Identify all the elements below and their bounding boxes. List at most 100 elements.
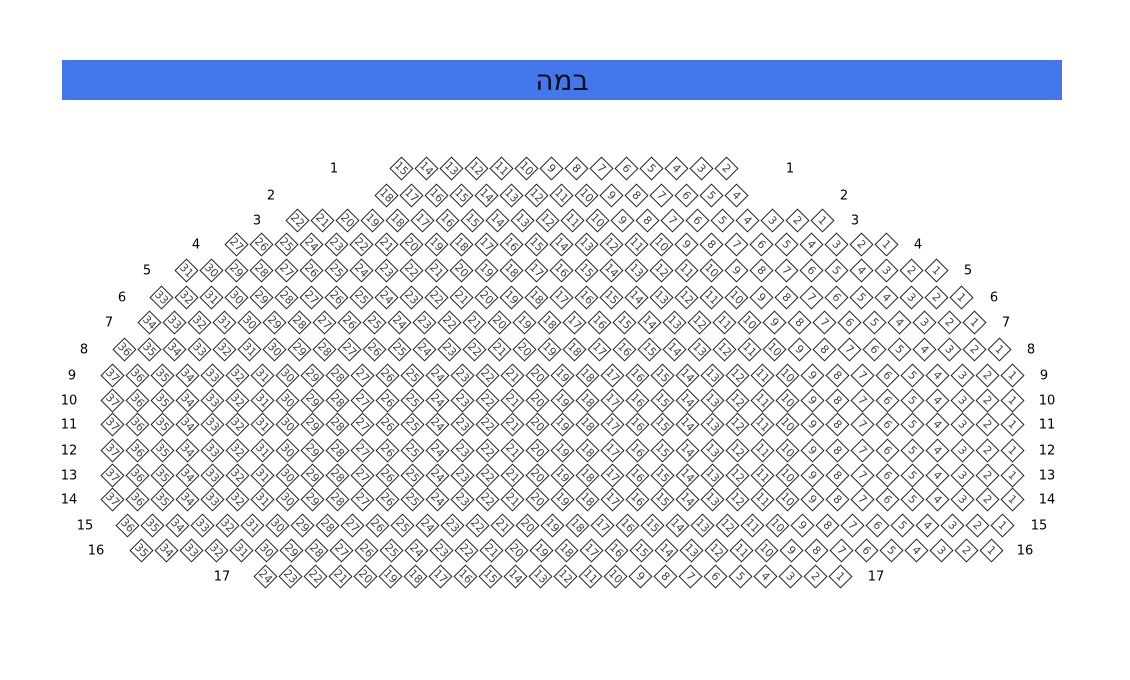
seat-row2-9[interactable]: 9 — [599, 183, 624, 208]
seat-row6-12[interactable]: 12 — [674, 285, 699, 310]
seat-row5-17[interactable]: 17 — [524, 258, 549, 283]
seat-row12-5[interactable]: 5 — [900, 438, 925, 463]
seat-row15-29[interactable]: 29 — [290, 513, 315, 538]
seat-row3-17[interactable]: 17 — [410, 208, 435, 233]
seat-row7-13[interactable]: 13 — [662, 310, 687, 335]
seat-row7-31[interactable]: 31 — [212, 310, 237, 335]
seat-row8-17[interactable]: 17 — [587, 337, 612, 362]
seat-row11-2[interactable]: 2 — [975, 412, 1000, 437]
seat-row11-1[interactable]: 1 — [1000, 412, 1025, 437]
seat-row14-30[interactable]: 30 — [275, 487, 300, 512]
seat-row3-3[interactable]: 3 — [760, 208, 785, 233]
seat-row11-13[interactable]: 13 — [700, 412, 725, 437]
seat-row10-32[interactable]: 32 — [225, 388, 250, 413]
seat-row8-15[interactable]: 15 — [637, 337, 662, 362]
seat-row6-22[interactable]: 22 — [424, 285, 449, 310]
seat-row10-24[interactable]: 24 — [425, 388, 450, 413]
seat-row13-15[interactable]: 15 — [650, 463, 675, 488]
seat-row8-11[interactable]: 11 — [737, 337, 762, 362]
seat-row11-32[interactable]: 32 — [225, 412, 250, 437]
seat-row13-1[interactable]: 1 — [1000, 463, 1025, 488]
seat-row8-26[interactable]: 26 — [362, 337, 387, 362]
seat-row9-32[interactable]: 32 — [225, 363, 250, 388]
seat-row8-6[interactable]: 6 — [862, 337, 887, 362]
seat-row12-36[interactable]: 36 — [125, 438, 150, 463]
seat-row13-26[interactable]: 26 — [375, 463, 400, 488]
seat-row12-12[interactable]: 12 — [725, 438, 750, 463]
seat-row7-28[interactable]: 28 — [287, 310, 312, 335]
seat-row1-13[interactable]: 13 — [439, 156, 464, 181]
seat-row8-23[interactable]: 23 — [437, 337, 462, 362]
seat-row6-24[interactable]: 24 — [374, 285, 399, 310]
seat-row10-8[interactable]: 8 — [825, 388, 850, 413]
seat-row11-37[interactable]: 37 — [100, 412, 125, 437]
seat-row10-10[interactable]: 10 — [775, 388, 800, 413]
seat-row9-3[interactable]: 3 — [950, 363, 975, 388]
seat-row17-7[interactable]: 7 — [678, 564, 703, 589]
seat-row5-22[interactable]: 22 — [399, 258, 424, 283]
seat-row12-31[interactable]: 31 — [250, 438, 275, 463]
seat-row12-35[interactable]: 35 — [150, 438, 175, 463]
seat-row4-16[interactable]: 16 — [499, 232, 524, 257]
seat-row15-5[interactable]: 5 — [890, 513, 915, 538]
seat-row5-5[interactable]: 5 — [824, 258, 849, 283]
seat-row9-2[interactable]: 2 — [975, 363, 1000, 388]
seat-row5-27[interactable]: 27 — [274, 258, 299, 283]
seat-row1-2[interactable]: 2 — [714, 156, 739, 181]
seat-row9-26[interactable]: 26 — [375, 363, 400, 388]
seat-row4-2[interactable]: 2 — [849, 232, 874, 257]
seat-row7-12[interactable]: 12 — [687, 310, 712, 335]
seat-row3-20[interactable]: 20 — [335, 208, 360, 233]
seat-row16-28[interactable]: 28 — [304, 538, 329, 563]
seat-row11-6[interactable]: 6 — [875, 412, 900, 437]
seat-row7-7[interactable]: 7 — [812, 310, 837, 335]
seat-row7-21[interactable]: 21 — [462, 310, 487, 335]
seat-row1-8[interactable]: 8 — [564, 156, 589, 181]
seat-row6-16[interactable]: 16 — [574, 285, 599, 310]
seat-row14-33[interactable]: 33 — [200, 487, 225, 512]
seat-row13-34[interactable]: 34 — [175, 463, 200, 488]
seat-row13-13[interactable]: 13 — [700, 463, 725, 488]
seat-row6-11[interactable]: 11 — [699, 285, 724, 310]
seat-row13-10[interactable]: 10 — [775, 463, 800, 488]
seat-row4-23[interactable]: 23 — [324, 232, 349, 257]
seat-row15-31[interactable]: 31 — [240, 513, 265, 538]
seat-row6-2[interactable]: 2 — [924, 285, 949, 310]
seat-row9-1[interactable]: 1 — [1000, 363, 1025, 388]
seat-row11-23[interactable]: 23 — [450, 412, 475, 437]
seat-row12-9[interactable]: 9 — [800, 438, 825, 463]
seat-row11-19[interactable]: 19 — [550, 412, 575, 437]
seat-row9-35[interactable]: 35 — [150, 363, 175, 388]
seat-row4-13[interactable]: 13 — [574, 232, 599, 257]
seat-row13-8[interactable]: 8 — [825, 463, 850, 488]
seat-row2-13[interactable]: 13 — [499, 183, 524, 208]
seat-row4-21[interactable]: 21 — [374, 232, 399, 257]
seat-row13-4[interactable]: 4 — [925, 463, 950, 488]
seat-row8-7[interactable]: 7 — [837, 337, 862, 362]
seat-row2-14[interactable]: 14 — [474, 183, 499, 208]
seat-row7-25[interactable]: 25 — [362, 310, 387, 335]
seat-row14-31[interactable]: 31 — [250, 487, 275, 512]
seat-row8-25[interactable]: 25 — [387, 337, 412, 362]
seat-row4-15[interactable]: 15 — [524, 232, 549, 257]
seat-row12-34[interactable]: 34 — [175, 438, 200, 463]
seat-row2-5[interactable]: 5 — [699, 183, 724, 208]
seat-row10-34[interactable]: 34 — [175, 388, 200, 413]
seat-row9-5[interactable]: 5 — [900, 363, 925, 388]
seat-row7-32[interactable]: 32 — [187, 310, 212, 335]
seat-row17-24[interactable]: 24 — [253, 564, 278, 589]
seat-row13-31[interactable]: 31 — [250, 463, 275, 488]
seat-row9-37[interactable]: 37 — [100, 363, 125, 388]
seat-row3-6[interactable]: 6 — [685, 208, 710, 233]
seat-row5-11[interactable]: 11 — [674, 258, 699, 283]
seat-row7-15[interactable]: 15 — [612, 310, 637, 335]
seat-row16-27[interactable]: 27 — [329, 538, 354, 563]
seat-row6-8[interactable]: 8 — [774, 285, 799, 310]
seat-row15-7[interactable]: 7 — [840, 513, 865, 538]
seat-row1-12[interactable]: 12 — [464, 156, 489, 181]
seat-row4-24[interactable]: 24 — [299, 232, 324, 257]
seat-row13-32[interactable]: 32 — [225, 463, 250, 488]
seat-row17-18[interactable]: 18 — [403, 564, 428, 589]
seat-row6-10[interactable]: 10 — [724, 285, 749, 310]
seat-row4-7[interactable]: 7 — [724, 232, 749, 257]
